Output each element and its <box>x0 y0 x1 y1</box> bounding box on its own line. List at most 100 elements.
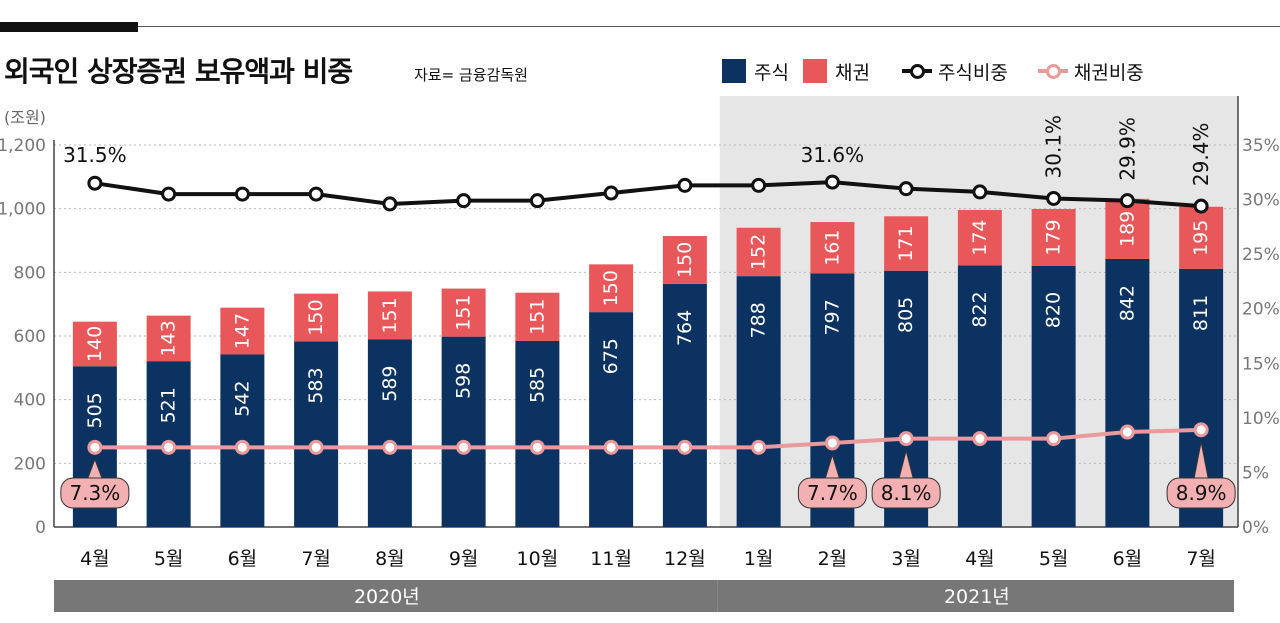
x-axis-category-label: 1월 <box>744 548 774 570</box>
bar-stock <box>441 336 486 527</box>
right-axis-tick: 35% <box>1242 136 1280 156</box>
bar-bond <box>662 236 707 284</box>
bar-stock-value-label: 585 <box>526 367 548 403</box>
stock-ratio-point <box>87 175 103 191</box>
bar-stock <box>662 283 707 527</box>
left-axis-tick: 400 <box>14 391 46 411</box>
stock-ratio-point <box>1119 193 1135 209</box>
bond-ratio-value-label: 7.3% <box>69 481 120 505</box>
x-axis-category-label: 5월 <box>154 548 184 570</box>
left-axis-tick: 0 <box>35 518 46 538</box>
bar-bond-value-label: 140 <box>84 326 106 362</box>
bond-ratio-point <box>234 439 250 455</box>
bar-bond-value-label: 151 <box>379 297 401 333</box>
bar-bond-value-label: 151 <box>526 299 548 335</box>
bar-stock-value-label: 583 <box>305 367 327 403</box>
bar-bond-value-label: 150 <box>600 270 622 306</box>
x-axis-category-label: 10월 <box>517 548 559 570</box>
left-axis-tick: 1,000 <box>0 200 46 220</box>
bar-bond <box>957 209 1002 266</box>
bar-stock <box>957 265 1002 527</box>
bond-ratio-point <box>972 431 988 447</box>
legend-stock-swatch <box>722 59 746 83</box>
left-axis-tick: 600 <box>14 327 46 347</box>
bar-stock-value-label: 820 <box>1043 292 1065 328</box>
right-axis-tick: 5% <box>1242 463 1269 483</box>
bar-bond <box>220 307 265 355</box>
legend-bond-ratio: 채권비중 <box>1037 58 1144 85</box>
x-axis-category-label: 11월 <box>590 548 632 570</box>
bar-bond-value-label: 171 <box>895 225 917 261</box>
year-band-label: 2021년 <box>944 586 1010 608</box>
legend-stock-ratio-label: 주식비중 <box>937 61 1008 84</box>
bond-ratio-point <box>529 439 545 455</box>
stock-ratio-point <box>308 186 324 202</box>
bar-bond-value-label: 179 <box>1043 219 1065 255</box>
bond-ratio-line <box>94 427 1202 450</box>
year-band <box>717 580 1234 612</box>
bar-bond <box>1105 198 1150 259</box>
top-accent-bar <box>0 22 138 32</box>
bar-bond-value-label: 150 <box>305 299 327 335</box>
year-band-label: 2020년 <box>354 586 420 608</box>
bar-stock-value-label: 589 <box>379 366 401 402</box>
stock-ratio-point <box>751 177 767 193</box>
bond-ratio-value-label: 8.9% <box>1176 481 1227 505</box>
bar-stock-value-label: 675 <box>600 338 622 374</box>
stock-ratio-point <box>677 177 693 193</box>
x-axis-category-label: 3월 <box>891 548 921 570</box>
bond-ratio-point <box>87 439 103 455</box>
bar-stock-value-label: 764 <box>674 310 696 346</box>
stock-ratio-value-label: 30.1% <box>1042 115 1066 179</box>
legend-bond-label: 채권 <box>834 61 870 84</box>
stock-ratio-point <box>234 186 250 202</box>
bar-bond <box>294 293 339 342</box>
bar-bond <box>1031 208 1076 266</box>
legend: 주식 채권 주식비중 채권비중 <box>722 56 1158 86</box>
legend-stock: 주식 <box>722 58 789 85</box>
legend-bond-ratio-label: 채권비중 <box>1073 61 1144 84</box>
x-axis-category-label: 6월 <box>1113 548 1143 570</box>
bar-bond-value-label: 151 <box>453 294 475 330</box>
bond-ratio-point <box>1046 431 1062 447</box>
stock-ratio-value-label: 31.5% <box>63 143 127 167</box>
x-axis-category-label: 8월 <box>375 548 405 570</box>
bar-stock-value-label: 521 <box>158 387 180 423</box>
bond-ratio-point <box>824 435 840 451</box>
bar-bond-value-label: 161 <box>821 230 843 266</box>
top-rule-line <box>138 26 1280 27</box>
bond-ratio-point <box>308 439 324 455</box>
stock-ratio-point <box>382 196 398 212</box>
chart-source: 자료= 금융감독원 <box>414 66 528 84</box>
legend-stock-ratio-marker <box>901 64 932 79</box>
bar-bond <box>810 222 855 274</box>
legend-stock-ratio: 주식비중 <box>901 58 1008 85</box>
stock-ratio-value-label: 29.4% <box>1189 123 1213 187</box>
bar-stock <box>589 312 634 527</box>
bond-ratio-point <box>161 439 177 455</box>
legend-stock-label: 주식 <box>754 61 789 84</box>
bar-stock-value-label: 805 <box>895 297 917 333</box>
right-axis-tick: 15% <box>1242 354 1280 374</box>
right-axis-tick: 25% <box>1242 245 1280 265</box>
x-axis-category-label: 4월 <box>80 548 110 570</box>
x-axis-category-label: 12월 <box>664 548 706 570</box>
bar-bond-value-label: 150 <box>674 242 696 278</box>
stock-ratio-value-label: 29.9% <box>1115 117 1139 181</box>
bar-bond <box>72 321 117 367</box>
stock-ratio-point <box>1046 190 1062 206</box>
bond-ratio-point <box>1193 422 1209 438</box>
x-axis-category-label: 7월 <box>301 548 331 570</box>
stock-ratio-point <box>1193 198 1209 214</box>
stock-ratio-line <box>94 180 1202 209</box>
bar-bond-value-label: 147 <box>231 313 253 349</box>
stock-ratio-point <box>456 193 472 209</box>
bar-bond <box>146 315 191 362</box>
bar-stock-value-label: 542 <box>231 380 253 416</box>
x-axis-category-label: 5월 <box>1039 548 1069 570</box>
legend-bond-ratio-marker <box>1037 64 1068 79</box>
stock-ratio-value-label: 31.6% <box>801 143 865 167</box>
bar-stock-value-label: 842 <box>1116 285 1138 321</box>
left-axis-tick: 200 <box>14 454 46 474</box>
legend-bond: 채권 <box>802 58 870 85</box>
